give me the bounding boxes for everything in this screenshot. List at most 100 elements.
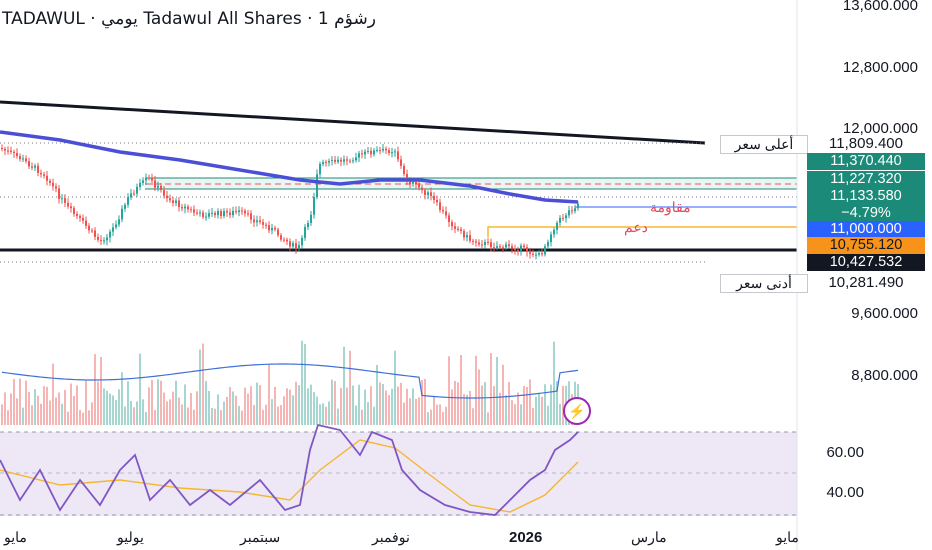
volume-bar (412, 388, 414, 425)
candle-body (85, 220, 87, 226)
candle-body (532, 253, 534, 255)
volume-bar (547, 405, 549, 425)
volume-bar (43, 386, 45, 425)
rsi-line (0, 423, 579, 516)
candle-body (454, 226, 456, 229)
volume-bar (79, 409, 81, 425)
volume-bar (13, 379, 15, 425)
candle-body (577, 203, 579, 209)
candle-body (328, 160, 330, 163)
candle-body (442, 210, 444, 212)
candle-body (418, 183, 420, 188)
volume-bar (160, 380, 162, 425)
volume-bar (439, 404, 441, 425)
volume-bar (46, 386, 48, 425)
candle-body (364, 151, 366, 155)
volume-bar (478, 369, 480, 425)
volume-bar (220, 410, 222, 425)
volume-bar (352, 385, 354, 425)
volume-bar (58, 392, 60, 425)
candle-body (157, 185, 159, 188)
volume-bar (436, 404, 438, 425)
volume-bar (304, 343, 306, 425)
candle-body (469, 235, 471, 241)
candle-body (154, 180, 156, 188)
volume-bar (286, 388, 288, 425)
candle-body (1, 148, 3, 149)
candle-body (286, 239, 288, 242)
candle-body (145, 177, 147, 181)
candle-body (301, 237, 303, 246)
candle-body (259, 220, 261, 222)
candle-body (256, 220, 258, 223)
volume-bar (313, 392, 315, 425)
candle-body (343, 159, 345, 162)
candle-body (484, 241, 486, 246)
volume-bar (163, 392, 165, 425)
volume-bar (364, 389, 366, 425)
candle-body (217, 210, 219, 216)
volume-bar (241, 410, 243, 425)
time-label-july: يوليو (117, 529, 144, 545)
candle-body (76, 213, 78, 217)
candle-body (538, 253, 540, 255)
volume-bar (409, 398, 411, 425)
candle-body (430, 192, 432, 197)
volume-bar (430, 409, 432, 425)
candle-body (406, 173, 408, 181)
volume-bar (370, 386, 372, 425)
candle-body (28, 161, 30, 167)
volume-bar (520, 404, 522, 425)
volume-bar (337, 408, 339, 425)
candle-body (562, 217, 564, 219)
volume-bar (64, 389, 66, 425)
volume-bar (373, 406, 375, 425)
volume-bar (388, 395, 390, 425)
time-label-march: مارس (631, 529, 667, 545)
lightning-icon[interactable]: ⚡ (563, 397, 591, 425)
candle-body (502, 247, 504, 249)
candle-body (130, 193, 132, 198)
volume-bar (142, 399, 144, 425)
time-label-2026: 2026 (509, 529, 543, 546)
candle-body (172, 200, 174, 203)
candle-body (529, 251, 531, 254)
volume-bar (322, 403, 324, 425)
volume-bar (199, 349, 201, 425)
volume-bar (367, 402, 369, 425)
candle-body (52, 182, 54, 187)
volume-bar (226, 396, 228, 425)
volume-bar (505, 395, 507, 425)
volume-bar (295, 381, 297, 425)
candle-body (184, 206, 186, 209)
volume-bar (259, 385, 261, 425)
volume-bar (25, 380, 27, 425)
candle-body (355, 157, 357, 161)
volume-bar (7, 410, 9, 425)
candle-body (214, 212, 216, 216)
candle-body (292, 243, 294, 247)
volume-bar (355, 405, 357, 425)
volume-bar (475, 355, 477, 425)
candle-body (91, 230, 93, 232)
volume-bars (1, 340, 579, 425)
volume-bar (244, 387, 246, 425)
volume-bar (214, 408, 216, 425)
volume-bar (292, 395, 294, 425)
volume-bar (37, 395, 39, 425)
candle-body (88, 225, 90, 231)
volume-bar (556, 381, 558, 425)
candle-body (34, 165, 36, 168)
candle-body (409, 180, 411, 184)
candle-body (487, 241, 489, 243)
candle-body (394, 151, 396, 153)
candle-body (10, 150, 12, 152)
volume-bar (487, 412, 489, 425)
candle-body (67, 202, 69, 207)
candle-body (109, 231, 111, 238)
candle-body (142, 180, 144, 183)
volume-bar (283, 396, 285, 425)
volume-bar (151, 379, 153, 425)
volume-bar (130, 400, 132, 425)
